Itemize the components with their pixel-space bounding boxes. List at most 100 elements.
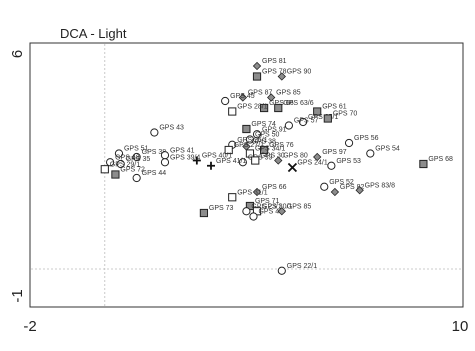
point-label: GPS 45 [230, 93, 255, 100]
data-point-44: GPS 82 [330, 184, 365, 197]
point-label: GPS 22/1 [287, 263, 317, 270]
point-label: GPS 30/1 [262, 203, 292, 210]
data-point-24: GPS 68 [419, 156, 453, 169]
marker-circle [150, 128, 159, 137]
marker-square-filled [242, 124, 251, 134]
marker-square-filled [419, 159, 428, 169]
point-label: GPS 73 [209, 205, 234, 212]
point-label: GPS 34/1 [255, 146, 285, 153]
marker-square-filled [313, 107, 322, 116]
marker-cross [192, 156, 201, 165]
marker-circle [116, 159, 125, 169]
point-label: GPS 57 [294, 118, 319, 125]
marker-circle [245, 135, 255, 144]
point-label: GPS 30 [260, 153, 285, 160]
x-tick-label-max: 10 [452, 318, 469, 335]
data-point-43: GPS 66 [252, 184, 287, 197]
point-label: GPS 38 [142, 149, 167, 156]
chart-title: DCA - Light [60, 26, 127, 41]
data-point-52: GPS 73 [199, 205, 234, 218]
marker-x [287, 162, 298, 173]
data-point-37: GPS 41/1 [207, 158, 246, 170]
marker-square-open [100, 165, 109, 174]
marker-circle [320, 182, 329, 191]
point-label: GPS 90 [287, 69, 312, 76]
data-point-11: GPS 70 [323, 111, 358, 123]
point-label: GPS 61 [322, 104, 347, 111]
marker-cross [207, 161, 215, 170]
y-tick-label-min: -1 [9, 289, 26, 302]
marker-circle [221, 96, 230, 106]
data-point-8: GPS 61 [313, 104, 347, 116]
x-tick-label-min: -2 [23, 318, 36, 335]
data-point-53: GPS 22/1 [277, 263, 317, 275]
marker-square-filled [260, 103, 269, 113]
marker-circle [344, 138, 354, 148]
data-point-33: GPS 48 [106, 154, 140, 167]
marker-circle [366, 149, 375, 158]
data-point-26: GPS 80 [274, 153, 308, 165]
point-label: GPS 70 [333, 111, 358, 118]
data-point-35: GPS 39/4 [160, 154, 200, 167]
point-label: GPS 82 [340, 184, 365, 191]
marker-circle [327, 161, 336, 170]
marker-diamond [277, 207, 286, 216]
marker-diamond [277, 72, 286, 81]
point-label: GPS 91 [262, 126, 287, 133]
point-label: GPS 71 [255, 198, 280, 205]
marker-circle [298, 117, 308, 127]
data-point-51: GPS 85 [277, 203, 311, 216]
data-point-41: GPS 44 [132, 170, 166, 183]
data-point-25: GPS 97 [313, 149, 347, 162]
point-label: GPS 50 [255, 132, 280, 139]
point-label: GPS 85 [276, 90, 301, 97]
point-label: GPS 49 [258, 209, 283, 216]
marker-circle [114, 149, 124, 158]
point-label: GPS 31/1 [237, 189, 267, 196]
marker-circle [277, 266, 286, 275]
data-point-7: GPS 63/6 [274, 100, 314, 113]
marker-diamond [267, 93, 276, 102]
marker-circle [132, 152, 141, 162]
point-label: GPS 48 [115, 154, 140, 161]
data-point-0: GPS 81 [252, 58, 287, 71]
marker-circle [106, 158, 115, 167]
marker-circle [284, 121, 293, 130]
point-label: GPS 41 [170, 147, 195, 154]
data-point-28: GPS 59 [238, 154, 273, 167]
data-point-36: GPS 40/1 [192, 153, 232, 165]
marker-square-filled [199, 208, 209, 218]
marker-circle [160, 158, 170, 167]
marker-circle [252, 130, 262, 139]
data-point-23: GPS 54 [366, 146, 400, 158]
marker-diamond [252, 61, 262, 71]
data-point-5: GPS 45 [221, 93, 255, 106]
marker-square-open [251, 156, 260, 165]
point-label: GPS 66 [262, 184, 287, 191]
point-label: GPS 59 [248, 154, 273, 161]
data-point-46: GPS 31/1 [228, 189, 268, 202]
marker-square-filled [260, 145, 269, 155]
marker-diamond [355, 186, 364, 195]
point-label: GPS 83/8 [365, 182, 395, 189]
marker-square-filled [111, 170, 120, 179]
data-point-3: GPS 87 [238, 90, 272, 102]
marker-square-open [228, 193, 237, 202]
data-point-4: GPS 85 [267, 90, 301, 102]
data-point-31: GPS 38 [132, 149, 167, 162]
point-label: GPS 29/1 [110, 161, 140, 168]
data-point-10: GPS 25/1 [298, 114, 338, 127]
marker-diamond [313, 152, 322, 162]
data-point-48: GPS 23/1 [242, 203, 282, 216]
data-point-38: GPS 24/1 [287, 160, 328, 173]
data-point-22: GPS 56 [344, 135, 379, 148]
marker-circle [132, 173, 141, 183]
point-label: GPS 74 [251, 121, 276, 128]
point-label: GPS 63/6 [283, 100, 313, 107]
point-label: GPS 97 [322, 149, 347, 156]
point-label: GPS 78 [262, 69, 287, 76]
data-point-12: GPS 57 [284, 118, 319, 130]
point-label: GPS 35 [126, 156, 151, 163]
